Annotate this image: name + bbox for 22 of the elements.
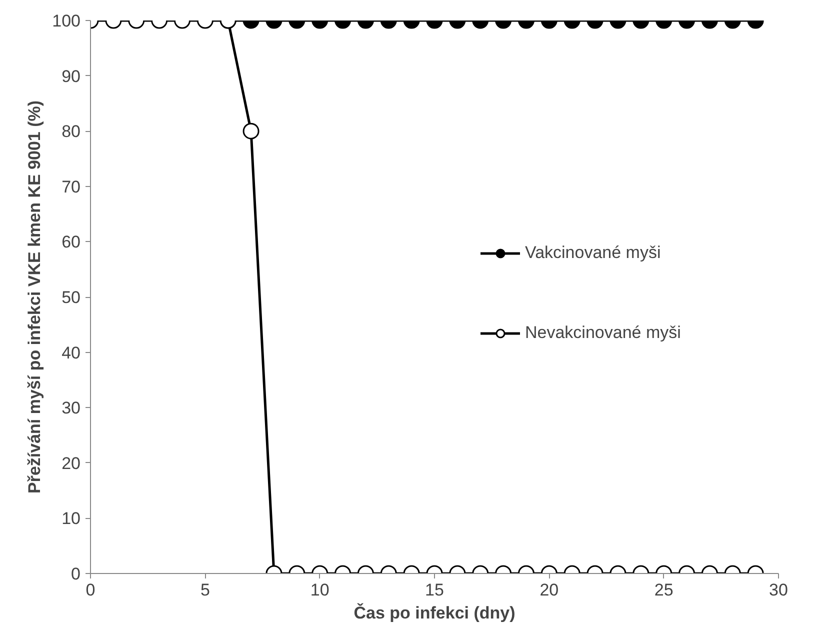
x-tick-label: 30: [769, 580, 788, 600]
y-tick-label: 0: [71, 564, 81, 584]
x-tick-label: 0: [86, 580, 96, 600]
legend-label: Nevakcinované myši: [525, 323, 681, 343]
x-tick-label: 10: [310, 580, 330, 600]
y-tick-label: 100: [52, 12, 81, 30]
y-tick-label: 40: [62, 343, 81, 362]
y-tick-label: 30: [62, 398, 81, 418]
y-tick-label: 90: [62, 66, 81, 86]
y-tick-label: 10: [62, 509, 81, 528]
y-tick-label: 50: [62, 288, 81, 307]
legend-label: Vakcinované myši: [525, 243, 661, 263]
x-tick-label: 20: [540, 580, 559, 600]
y-tick-label: 20: [62, 454, 81, 473]
y-tick-label: 70: [62, 177, 81, 196]
x-tick-label: 5: [200, 580, 210, 600]
x-axis-title: Čas po infekci (dny): [354, 602, 516, 622]
y-tick-label: 60: [62, 232, 81, 252]
x-tick-label: 15: [425, 580, 444, 600]
y-axis-title: Přežívání myší po infekci VKE kmen KE 9001 (%): [25, 100, 44, 494]
x-tick-label: 25: [654, 580, 674, 600]
y-tick-label: 80: [62, 122, 81, 142]
